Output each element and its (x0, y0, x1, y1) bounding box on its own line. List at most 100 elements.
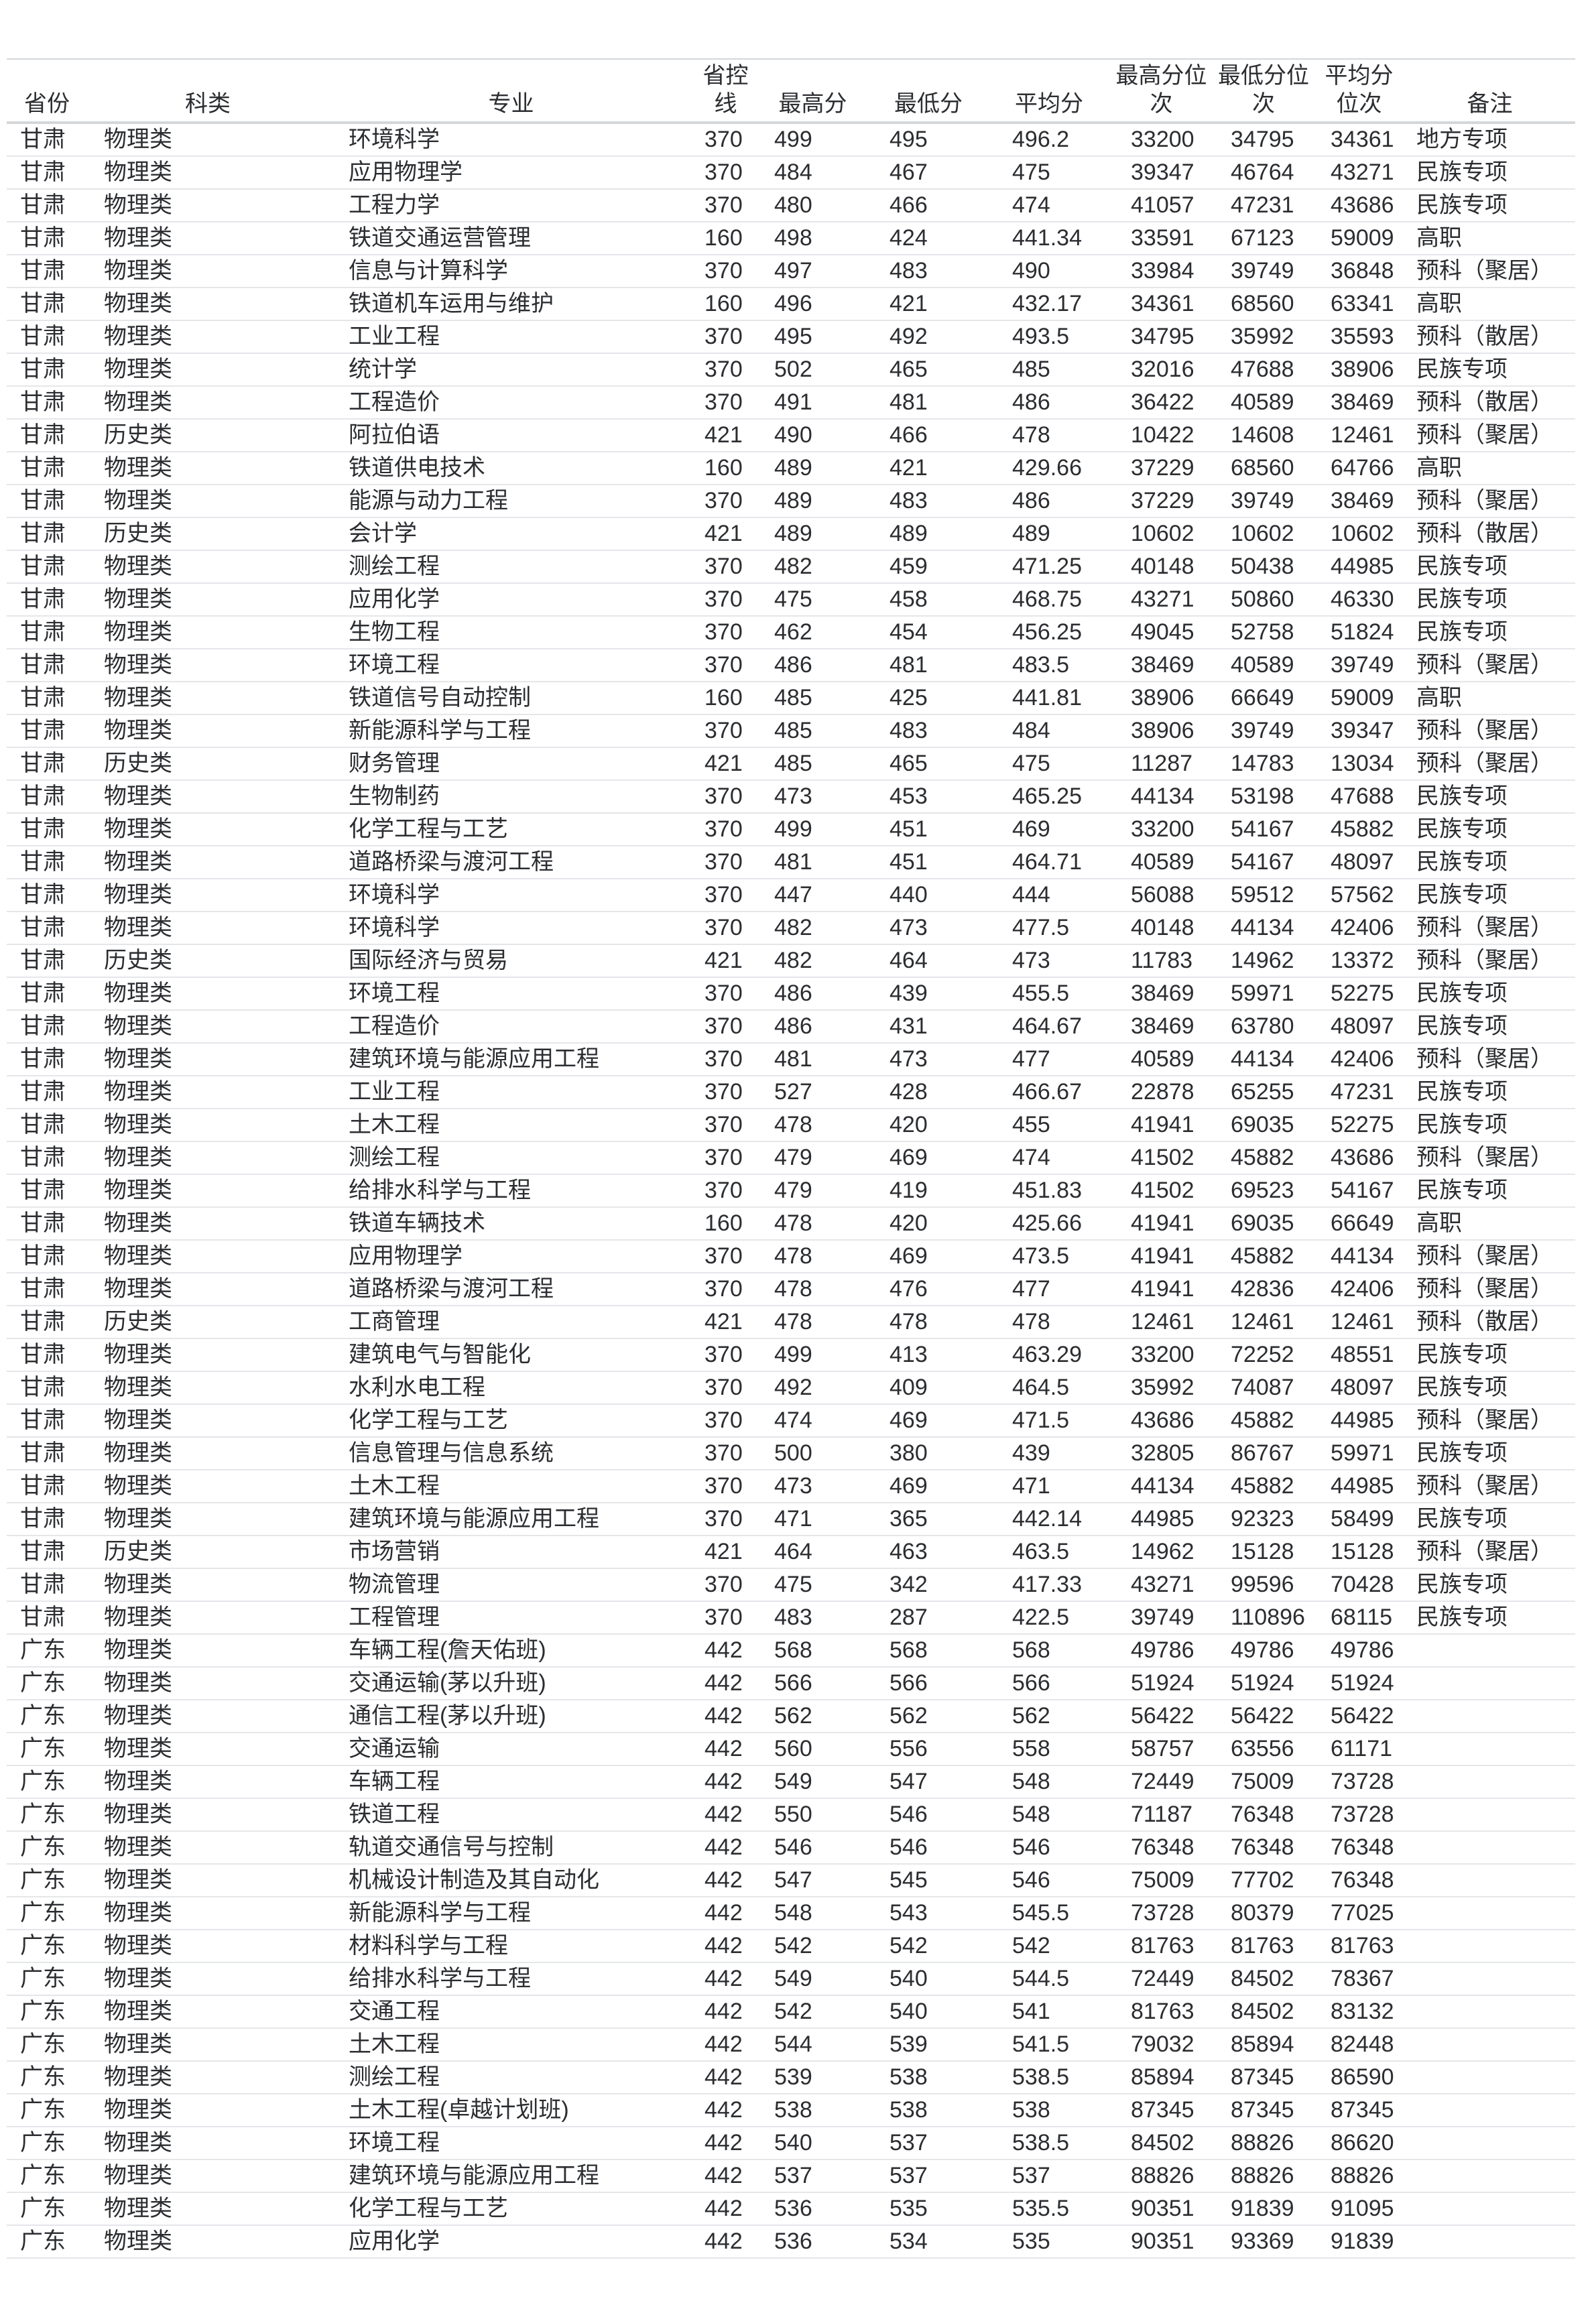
cell-category: 物理类 (104, 2097, 172, 2123)
cell-province: 甘肃 (20, 948, 66, 973)
table-row: 广东 物理类 交通工程 442 542 540 541 81763 84502 83132 (7, 1995, 1575, 2028)
cell-province: 甘肃 (20, 1178, 66, 1203)
cell-remark: 预科（散居） (1416, 389, 1553, 415)
cell-min-score-rank: 46764 (1231, 160, 1294, 185)
cell-remark: 预科（聚居） (1416, 1046, 1553, 1072)
cell-min-score: 459 (889, 554, 928, 579)
column-header-max-score-rank: 最高分位次 (1115, 63, 1207, 117)
table-row: 广东 物理类 铁道工程 442 550 546 548 71187 76348 73728 (7, 1798, 1575, 1831)
cell-category: 历史类 (104, 948, 172, 973)
cell-max-score-rank: 34795 (1131, 324, 1194, 349)
cell-min-score-rank: 53198 (1231, 784, 1294, 809)
cell-min-score: 439 (889, 981, 928, 1006)
cell-control-line: 442 (704, 1736, 743, 1761)
table-row: 甘肃 物理类 环境科学 370 499 495 496.2 33200 34795 34361 地方… (7, 123, 1575, 156)
column-header-max-score: 最高分 (778, 91, 847, 117)
cell-avg-score: 548 (1012, 1769, 1050, 1794)
cell-major: 测绘工程 (349, 2064, 440, 2090)
cell-control-line: 370 (704, 192, 743, 218)
cell-category: 物理类 (104, 981, 172, 1006)
cell-avg-score-rank: 47231 (1331, 1079, 1394, 1105)
cell-province: 甘肃 (20, 981, 66, 1006)
cell-avg-score-rank: 42406 (1331, 1276, 1394, 1302)
cell-avg-score: 544.5 (1012, 1966, 1070, 1991)
cell-avg-score-rank: 54167 (1331, 1178, 1394, 1203)
cell-province: 甘肃 (20, 915, 66, 940)
cell-max-score: 497 (774, 258, 812, 284)
cell-control-line: 421 (704, 948, 743, 973)
cell-major: 测绘工程 (349, 1145, 440, 1170)
cell-max-score-rank: 84502 (1131, 2130, 1194, 2155)
cell-min-score: 425 (889, 685, 928, 710)
cell-min-score-rank: 69523 (1231, 1178, 1294, 1203)
cell-category: 物理类 (104, 1802, 172, 1827)
cell-province: 广东 (20, 1703, 66, 1729)
cell-avg-score: 542 (1012, 1933, 1050, 1958)
cell-province: 广东 (20, 2064, 66, 2090)
cell-major: 道路桥梁与渡河工程 (349, 849, 554, 875)
cell-major: 给排水科学与工程 (349, 1178, 531, 1203)
cell-min-score-rank: 45882 (1231, 1473, 1294, 1499)
cell-avg-score: 471.25 (1012, 554, 1082, 579)
cell-major: 生物工程 (349, 619, 440, 645)
cell-control-line: 160 (704, 291, 743, 316)
cell-min-score: 495 (889, 127, 928, 152)
cell-remark: 民族专项 (1416, 1342, 1508, 1367)
cell-avg-score: 535 (1012, 2229, 1050, 2254)
table-row: 甘肃 物理类 生物制药 370 473 453 465.25 44134 53198 47688 民… (7, 780, 1575, 813)
cell-category: 物理类 (104, 2229, 172, 2254)
table-row: 甘肃 物理类 化学工程与工艺 370 499 451 469 33200 54167 45882 民… (7, 813, 1575, 846)
cell-remark: 预科（散居） (1416, 324, 1553, 349)
cell-min-score: 538 (889, 2097, 928, 2123)
cell-major: 环境科学 (349, 882, 440, 908)
cell-min-score: 539 (889, 2031, 928, 2057)
cell-avg-score: 541.5 (1012, 2031, 1070, 2057)
cell-control-line: 160 (704, 1210, 743, 1236)
cell-control-line: 370 (704, 915, 743, 940)
cell-province: 甘肃 (20, 1309, 66, 1334)
cell-category: 物理类 (104, 1867, 172, 1893)
cell-avg-score-rank: 34361 (1331, 127, 1394, 152)
cell-province: 甘肃 (20, 1539, 66, 1564)
cell-remark: 高职 (1416, 1210, 1462, 1236)
cell-avg-score: 417.33 (1012, 1572, 1082, 1597)
cell-max-score: 485 (774, 685, 812, 710)
cell-max-score-rank: 90351 (1131, 2229, 1194, 2254)
cell-major: 新能源科学与工程 (349, 1900, 531, 1926)
cell-max-score: 481 (774, 849, 812, 875)
cell-remark: 预科（聚居） (1416, 258, 1553, 284)
cell-max-score-rank: 71187 (1131, 1802, 1193, 1827)
cell-max-score: 542 (774, 1999, 812, 2024)
cell-remark (1404, 1864, 1575, 1897)
cell-avg-score: 486 (1012, 488, 1050, 513)
cell-major: 铁道信号自动控制 (349, 685, 531, 710)
cell-max-score-rank: 88826 (1131, 2163, 1194, 2188)
cell-major: 信息与计算科学 (349, 258, 508, 284)
cell-avg-score: 455.5 (1012, 981, 1070, 1006)
cell-province: 广东 (20, 2163, 66, 2188)
cell-min-score-rank: 59971 (1231, 981, 1294, 1006)
cell-avg-score-rank: 86620 (1331, 2130, 1394, 2155)
cell-max-score-rank: 56422 (1131, 1703, 1194, 1729)
cell-control-line: 442 (704, 1670, 743, 1696)
cell-control-line: 370 (704, 1046, 743, 1072)
cell-avg-score: 456.25 (1012, 619, 1082, 645)
cell-category: 物理类 (104, 554, 172, 579)
cell-min-score: 542 (889, 1933, 928, 1958)
cell-province: 广东 (20, 2229, 66, 2254)
cell-province: 甘肃 (20, 1342, 66, 1367)
cell-avg-score: 442.14 (1012, 1506, 1082, 1531)
cell-min-score-rank: 35992 (1231, 324, 1294, 349)
cell-min-score: 453 (889, 784, 928, 809)
cell-min-score-rank: 87345 (1231, 2064, 1294, 2090)
cell-min-score: 540 (889, 1999, 928, 2024)
cell-min-score: 556 (889, 1736, 928, 1761)
column-header-control-line: 省控线 (702, 63, 749, 117)
cell-min-score-rank: 45882 (1231, 1243, 1294, 1269)
cell-avg-score-rank: 78367 (1331, 1966, 1394, 1991)
cell-avg-score: 464.71 (1012, 849, 1082, 875)
cell-max-score-rank: 41941 (1131, 1276, 1194, 1302)
cell-max-score-rank: 12461 (1131, 1309, 1194, 1334)
cell-avg-score-rank: 44985 (1331, 554, 1394, 579)
table-row: 广东 物理类 轨道交通信号与控制 442 546 546 546 76348 76348 7634… (7, 1831, 1575, 1864)
